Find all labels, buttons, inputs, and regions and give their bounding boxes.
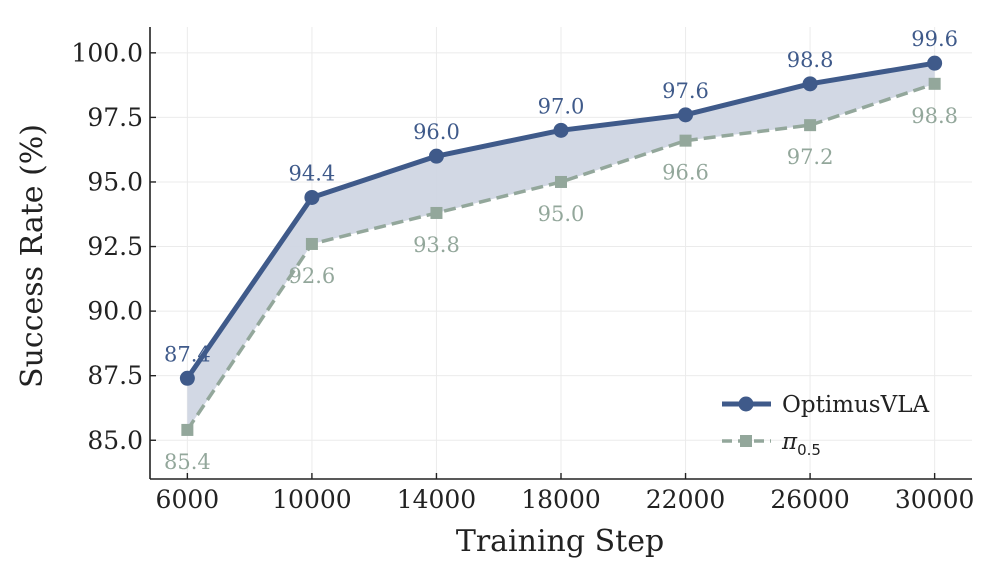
data-point-optimusvla bbox=[927, 55, 943, 71]
data-label-pi05: 98.8 bbox=[911, 104, 958, 128]
data-label-optimusvla: 99.6 bbox=[911, 27, 958, 51]
x-tick-label: 26000 bbox=[770, 485, 850, 514]
data-point-optimusvla bbox=[304, 189, 320, 205]
data-label-optimusvla: 97.0 bbox=[538, 94, 585, 118]
data-label-pi05: 97.2 bbox=[787, 145, 834, 169]
data-label-optimusvla: 96.0 bbox=[413, 120, 460, 144]
y-axis-title: Success Rate (%) bbox=[15, 124, 50, 388]
data-label-optimusvla: 97.6 bbox=[662, 79, 709, 103]
legend: OptimusVLA π0.5 bbox=[722, 392, 929, 459]
x-tick-label: 14000 bbox=[397, 485, 477, 514]
data-point-pi05 bbox=[305, 237, 318, 250]
data-label-pi05: 93.8 bbox=[413, 233, 460, 257]
data-labels: 87.4 94.4 96.0 97.0 97.6 98.8 99.6 85.4 92.6 93.8… bbox=[164, 27, 958, 474]
series-layer bbox=[179, 55, 943, 436]
x-tick-label: 22000 bbox=[646, 485, 726, 514]
y-ticks: 85.0 87.5 90.0 92.5 95.0 97.5 100.0 bbox=[71, 38, 156, 455]
legend-label-subscript: 0.5 bbox=[797, 441, 821, 459]
x-ticks: 6000 10000 14000 18000 22000 26000 30000 bbox=[156, 473, 975, 514]
data-label-pi05: 92.6 bbox=[289, 264, 336, 288]
y-tick-label: 100.0 bbox=[71, 38, 143, 67]
legend-label-pi05: π0.5 bbox=[781, 429, 821, 459]
data-label-optimusvla: 98.8 bbox=[787, 48, 834, 72]
legend-label-optimusvla: OptimusVLA bbox=[782, 392, 929, 418]
data-point-optimusvla bbox=[802, 76, 818, 92]
data-label-pi05: 95.0 bbox=[538, 202, 585, 226]
data-point-pi05 bbox=[430, 206, 443, 219]
x-tick-label: 10000 bbox=[272, 485, 352, 514]
data-point-pi05 bbox=[928, 77, 941, 90]
y-tick-label: 90.0 bbox=[87, 297, 143, 326]
data-point-pi05 bbox=[804, 119, 817, 132]
data-label-optimusvla: 94.4 bbox=[289, 161, 336, 185]
x-tick-label: 6000 bbox=[156, 485, 220, 514]
data-point-optimusvla bbox=[428, 148, 444, 164]
legend-label-pi: π bbox=[781, 429, 798, 455]
x-tick-label: 30000 bbox=[895, 485, 975, 514]
x-axis-title: Training Step bbox=[456, 524, 664, 559]
y-tick-label: 87.5 bbox=[87, 361, 143, 390]
data-point-optimusvla bbox=[678, 107, 694, 123]
data-label-optimusvla: 87.4 bbox=[164, 342, 211, 366]
x-tick-label: 18000 bbox=[521, 485, 601, 514]
data-label-pi05: 85.4 bbox=[164, 450, 211, 474]
y-tick-label: 97.5 bbox=[87, 103, 143, 132]
data-label-pi05: 96.6 bbox=[662, 161, 709, 185]
y-tick-label: 85.0 bbox=[87, 426, 143, 455]
data-point-optimusvla bbox=[553, 122, 569, 138]
y-tick-label: 92.5 bbox=[87, 232, 143, 261]
data-point-pi05 bbox=[555, 175, 567, 188]
y-tick-label: 95.0 bbox=[87, 167, 143, 196]
legend-marker-pi05 bbox=[740, 435, 752, 447]
data-point-pi05 bbox=[181, 423, 194, 436]
legend-marker-optimusvla bbox=[738, 396, 754, 412]
data-point-optimusvla bbox=[179, 370, 195, 386]
data-point-pi05 bbox=[679, 134, 692, 147]
